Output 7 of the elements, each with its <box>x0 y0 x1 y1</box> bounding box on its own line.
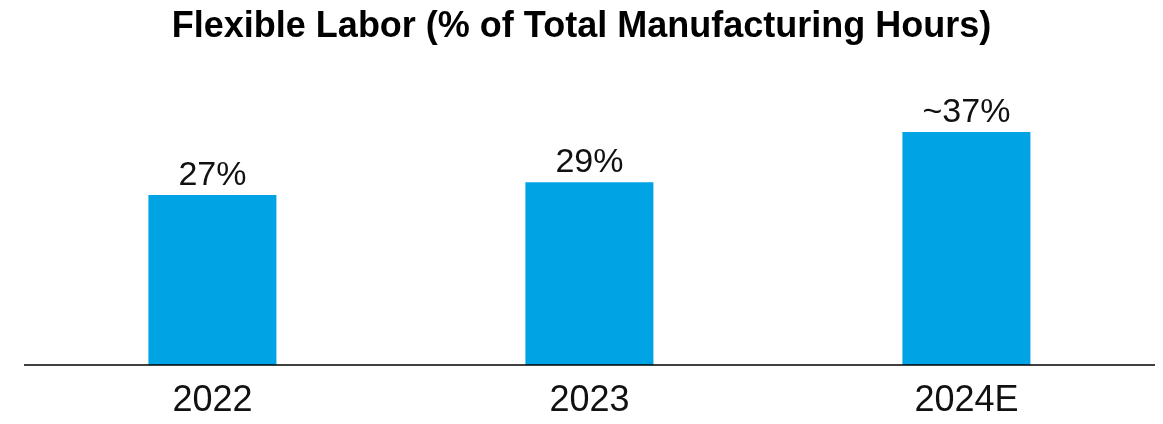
data-label: 29% <box>555 141 624 180</box>
chart-title: Flexible Labor (% of Total Manufacturing Hours) <box>170 4 993 46</box>
x-tick-label: 2023 <box>549 377 630 419</box>
x-tick-label: 2022 <box>172 377 253 419</box>
x-tick-label: 2024E <box>914 377 1019 419</box>
data-label: ~37% <box>922 90 1011 129</box>
data-label: 27% <box>178 153 247 192</box>
